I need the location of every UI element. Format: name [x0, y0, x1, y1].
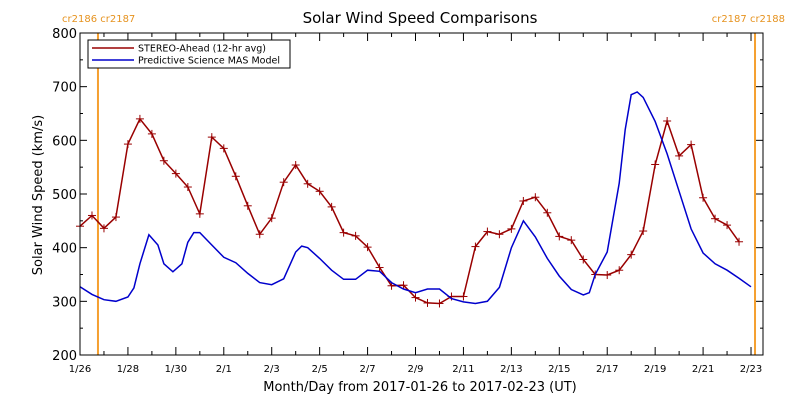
y-tick-label: 700 [52, 81, 77, 96]
data-point [183, 183, 192, 192]
data-point [123, 140, 132, 149]
data-point [483, 227, 492, 236]
data-point [615, 266, 624, 275]
data-point [531, 193, 540, 202]
data-point [315, 187, 324, 196]
chart-title: Solar Wind Speed Comparisons [303, 9, 538, 27]
x-axis: 1/26 1/28 1/30 2/1 2/3 2/5 2/7 2/9 2/11 2/13 2/15 2… [69, 33, 762, 375]
data-point [519, 196, 528, 205]
data-point [99, 224, 108, 233]
plot-frame [79, 32, 764, 356]
x-tick-label: 2/7 [360, 364, 376, 375]
data-point [135, 114, 144, 123]
x-axis-label: Month/Day from 2017-01-26 to 2017-02-23 … [263, 380, 576, 395]
x-tick-label: 1/30 [165, 364, 187, 375]
data-point [603, 271, 612, 280]
data-point [663, 117, 672, 126]
x-tick-label: 2/21 [692, 364, 714, 375]
data-point [255, 230, 264, 239]
data-point [471, 242, 480, 251]
data-point [675, 151, 684, 160]
x-tick-label: 2/5 [312, 364, 328, 375]
x-tick-label: 2/17 [596, 364, 618, 375]
data-point [159, 156, 168, 165]
data-point [219, 144, 228, 153]
data-point [87, 211, 96, 220]
data-point [267, 214, 276, 223]
data-point [363, 243, 372, 252]
data-point [495, 230, 504, 239]
data-point [279, 178, 288, 187]
data-point [423, 298, 432, 307]
data-point [339, 228, 348, 237]
x-tick-label: 2/3 [264, 364, 280, 375]
legend-box [87, 39, 291, 69]
data-point [111, 213, 120, 222]
data-point [207, 133, 216, 142]
data-point [411, 293, 420, 302]
data-point [579, 255, 588, 264]
y-tick-label: 200 [52, 349, 77, 364]
data-point [651, 160, 660, 169]
y-tick-label: 400 [52, 242, 77, 257]
data-point [231, 172, 240, 181]
data-point [507, 224, 516, 233]
series-group [76, 91, 752, 308]
data-point [195, 209, 204, 218]
data-point [399, 281, 408, 290]
legend-label: Predictive Science MAS Model [138, 56, 280, 67]
y-tick-label: 500 [52, 188, 77, 203]
data-point [699, 193, 708, 202]
data-point [543, 208, 552, 217]
data-point [243, 201, 252, 210]
y-tick-label: 300 [52, 295, 77, 310]
legend: STEREO-Ahead (12-hr avg)Predictive Scien… [87, 39, 291, 69]
x-tick-label: 2/13 [500, 364, 522, 375]
legend-label: STEREO-Ahead (12-hr avg) [138, 44, 266, 55]
data-point [459, 292, 468, 301]
carrington-markers: cr2186 cr2187 cr2187 cr2188 [62, 14, 785, 355]
data-point [375, 263, 384, 272]
data-point [351, 231, 360, 240]
x-tick-label: 1/28 [117, 364, 139, 375]
data-point [567, 236, 576, 245]
x-tick-label: 2/23 [740, 364, 762, 375]
carrington-label: cr2186 cr2187 [62, 14, 135, 25]
data-point [303, 179, 312, 188]
x-tick-label: 2/19 [644, 364, 666, 375]
y-tick-label: 800 [52, 27, 77, 42]
carrington-label: cr2187 cr2188 [712, 14, 785, 25]
x-tick-label: 2/11 [452, 364, 474, 375]
data-point [147, 129, 156, 138]
data-point [735, 237, 744, 246]
data-point [555, 232, 564, 241]
y-axis-label: Solar Wind Speed (km/s) [31, 115, 46, 275]
data-point [723, 221, 732, 230]
data-point [687, 140, 696, 149]
data-point [435, 299, 444, 308]
data-point [627, 250, 636, 259]
data-point [291, 161, 300, 170]
x-tick-label: 1/26 [69, 364, 91, 375]
x-tick-label: 2/15 [548, 364, 570, 375]
y-tick-label: 600 [52, 134, 77, 149]
x-tick-label: 2/9 [407, 364, 423, 375]
data-point [171, 169, 180, 178]
series-line-2 [79, 91, 752, 305]
x-tick-label: 2/1 [216, 364, 232, 375]
data-point [327, 202, 336, 211]
y-axis: 200 300 400 500 600 700 800 [52, 27, 763, 364]
data-point [711, 214, 720, 223]
data-point [639, 227, 648, 236]
